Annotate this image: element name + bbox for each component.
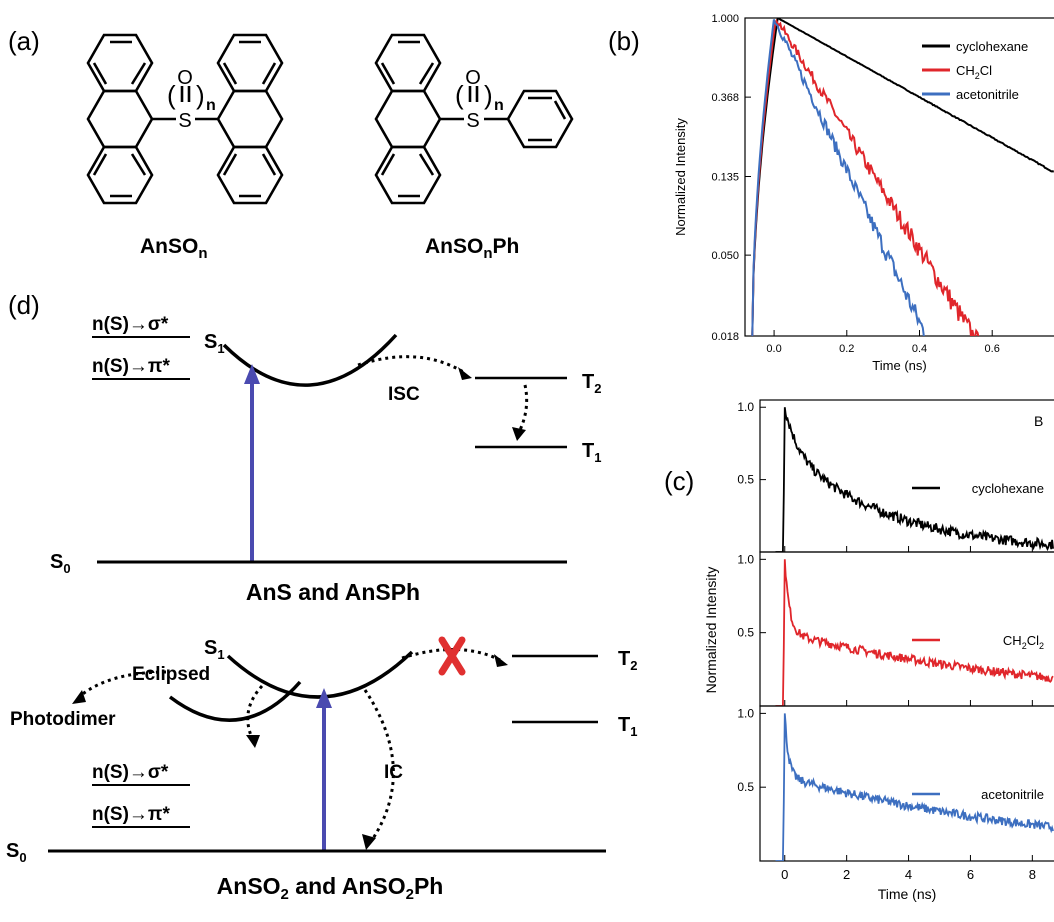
diagram-caption-bottom: AnSO2 and AnSO2Ph (217, 873, 444, 903)
y-tick-label: 0.368 (711, 92, 739, 104)
n-subscript-ph: n (494, 97, 504, 114)
molecule-ansOnPh (374, 33, 574, 205)
photodimer-label: Photodimer (10, 709, 116, 730)
series-line-3 (775, 713, 1054, 861)
series-line-3 (751, 19, 925, 336)
y-tick-label: 0.018 (711, 331, 739, 343)
x-tick-label: 0.4 (912, 343, 927, 355)
x-tick-label: 4 (905, 867, 912, 882)
blocked-cross-icon (438, 636, 466, 676)
orbital-label-pi-top: n(S)→π* (92, 356, 170, 377)
y-axis-label: Normalized Intensity (703, 567, 719, 694)
ic-arrowhead-bottom (362, 834, 376, 850)
x-tick-label: 0.2 (839, 343, 854, 355)
y-axis-label: Normalized Intensity (673, 118, 688, 236)
x-axis-label: Time (ns) (872, 358, 926, 373)
x-tick-label: 6 (967, 867, 974, 882)
blocked-isc-arrowhead (494, 654, 508, 667)
y-tick-label: 1.0 (737, 706, 754, 720)
x-tick-label: 2 (843, 867, 850, 882)
eclipsed-label: Eclipsed (132, 664, 210, 685)
s1-label-top: S1 (204, 331, 225, 356)
excitation-arrowhead-bottom (316, 688, 332, 708)
panel-label-a: (a) (8, 26, 40, 56)
subplot-frame-2 (759, 551, 1054, 707)
decay-chart-c: 1.0 0.5 cyclohexane 1.0 0.5 CH2Cl2 1.0 0.5 aceto… (703, 399, 1054, 902)
t2-label-top: T2 (582, 371, 601, 396)
s0-label-bottom: S0 (6, 840, 27, 865)
legend-label-3: acetonitrile (981, 787, 1044, 802)
eclipsed-curve (168, 680, 302, 722)
t1-label-bottom: T1 (618, 714, 637, 739)
legend-label-1: cyclohexane (956, 39, 1028, 54)
y-tick-label: 0.5 (737, 473, 754, 487)
legend-label-3: acetonitrile (956, 87, 1019, 102)
ic-arrow (363, 689, 395, 841)
energy-diagram-bottom: S1 Eclipsed Photodimer IC T2 T1 n(S)→σ* … (6, 636, 637, 903)
series-line-2 (751, 18, 980, 336)
x-tick-label: 8 (1029, 867, 1036, 882)
y-tick-label: 1.0 (737, 400, 754, 414)
legend-label-1: cyclohexane (972, 481, 1044, 496)
sulfur-label: S (178, 110, 191, 132)
series-line-1 (751, 18, 1054, 336)
plot-frame (744, 17, 1054, 337)
paren-close-ph: ) (484, 80, 493, 110)
subplot-frame-1 (759, 399, 1054, 553)
photodimer-arrowhead (72, 690, 86, 704)
panel-label-b: (b) (608, 26, 640, 56)
y-tick-label: 0.5 (737, 626, 754, 640)
x-tick-label: 0.0 (766, 343, 781, 355)
orbital-label-sigma-top: n(S)→σ* (92, 314, 169, 335)
isc-arrow (357, 355, 466, 375)
eclipsed-arrowhead (246, 735, 260, 748)
series-line-1 (775, 407, 1054, 552)
y-tick-label: 1.0 (737, 552, 754, 566)
ic-t2-t1-arrow (518, 384, 529, 431)
t2-label-bottom: T2 (618, 648, 637, 673)
s1-label-bottom: S1 (204, 637, 225, 662)
decay-chart-b: 1.000 0.368 0.135 0.050 0.018 0.0 0.2 0.4 0.6 Tim… (673, 13, 1054, 373)
y-tick-label: 0.5 (737, 780, 754, 794)
panel-label-d: (d) (8, 290, 40, 320)
legend-label-2: CH2Cl2 (1003, 633, 1044, 651)
corner-label: B (1034, 413, 1043, 429)
isc-label: ISC (388, 384, 420, 405)
molecule-ansOn (86, 33, 284, 205)
s1-curve-bottom (226, 650, 414, 699)
s0-label-top: S0 (50, 551, 71, 576)
orbital-label-pi-bottom: n(S)→π* (92, 804, 170, 825)
legend-label-2: CH2Cl (956, 63, 992, 81)
molecule-name-right: AnSOnPh (425, 235, 519, 262)
photodimer-arrow (79, 670, 167, 698)
diagram-caption-top: AnS and AnSPh (246, 579, 420, 605)
orbital-label-sigma-bottom: n(S)→σ* (92, 762, 169, 783)
ic-label: IC (384, 762, 403, 783)
paren-open: ( (167, 80, 176, 110)
x-tick-label: 0 (781, 867, 788, 882)
eclipsed-arrow (246, 684, 264, 739)
y-tick-label: 0.050 (711, 250, 739, 262)
energy-diagram-top: n(S)→σ* n(S)→π* S1 ISC T2 T1 S0 AnS and … (50, 314, 601, 605)
oxygen-label-ph: O (465, 67, 481, 89)
paren-close: ) (196, 80, 205, 110)
sulfur-label-ph: S (466, 110, 479, 132)
n-subscript: n (206, 97, 216, 114)
excitation-arrowhead (244, 364, 260, 384)
isc-arrowhead (458, 367, 472, 380)
x-axis-label: Time (ns) (878, 886, 937, 902)
s1-curve-top (222, 333, 398, 387)
x-tick-label: 0.6 (985, 343, 1000, 355)
y-tick-label: 0.135 (711, 172, 739, 184)
series-line-2 (775, 559, 1054, 706)
ic-arrowhead (512, 427, 526, 441)
molecule-name-left: AnSOn (140, 235, 208, 262)
paren-open-ph: ( (455, 80, 464, 110)
panel-label-c: (c) (664, 466, 694, 496)
t1-label-top: T1 (582, 440, 601, 465)
y-tick-label: 1.000 (711, 13, 739, 25)
oxygen-label: O (177, 67, 193, 89)
